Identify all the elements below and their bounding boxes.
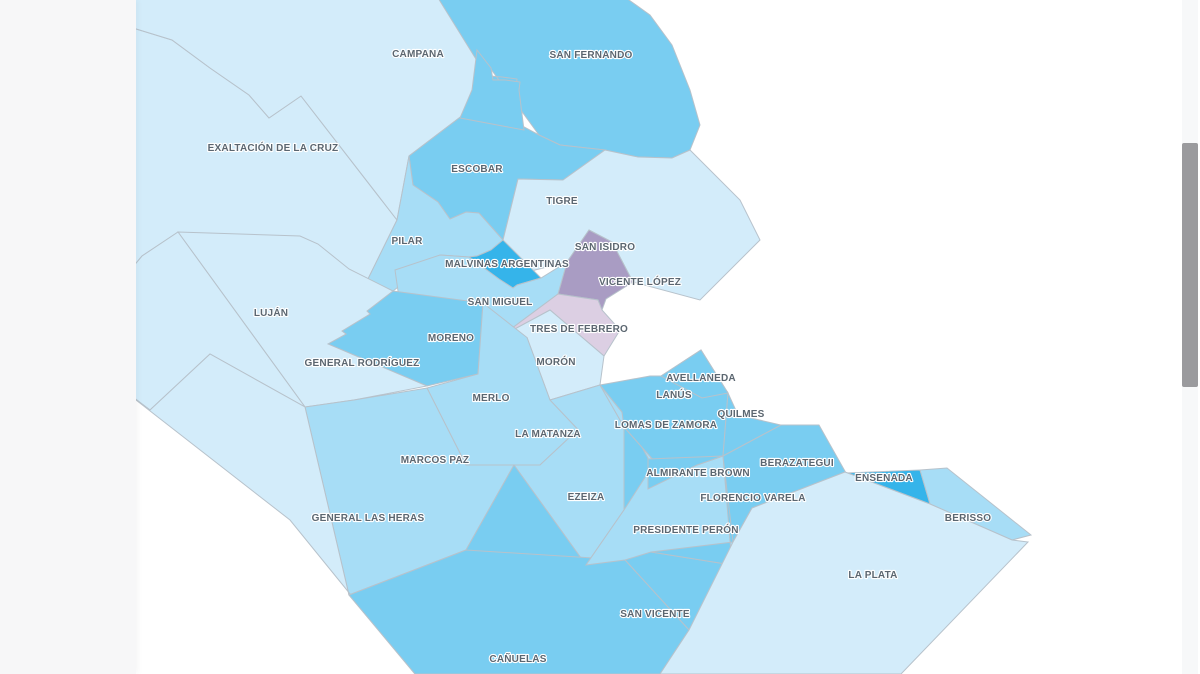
svg-text:GENERAL RODRÍGUEZ: GENERAL RODRÍGUEZ <box>305 356 420 369</box>
svg-text:EXALTACIÓN DE LA CRUZ: EXALTACIÓN DE LA CRUZ <box>208 141 339 154</box>
svg-text:ENSENADA: ENSENADA <box>855 473 913 484</box>
svg-text:PILAR: PILAR <box>392 236 424 247</box>
svg-text:VICENTE LÓPEZ: VICENTE LÓPEZ <box>599 275 681 288</box>
svg-text:MERLO: MERLO <box>472 393 509 404</box>
svg-text:AVELLANEDA: AVELLANEDA <box>666 373 736 384</box>
svg-text:PRESIDENTE PERÓN: PRESIDENTE PERÓN <box>633 523 738 536</box>
svg-text:CAMPANA: CAMPANA <box>392 49 444 60</box>
svg-text:BERAZATEGUI: BERAZATEGUI <box>760 458 834 469</box>
svg-text:SAN ISIDRO: SAN ISIDRO <box>575 242 635 253</box>
svg-text:SAN MIGUEL: SAN MIGUEL <box>468 297 533 308</box>
svg-text:SAN VICENTE: SAN VICENTE <box>620 609 690 620</box>
svg-text:GENERAL LAS HERAS: GENERAL LAS HERAS <box>312 513 425 524</box>
svg-text:CAÑUELAS: CAÑUELAS <box>489 652 546 665</box>
svg-text:MALVINAS ARGENTINAS: MALVINAS ARGENTINAS <box>445 259 569 270</box>
svg-text:TIGRE: TIGRE <box>546 196 578 207</box>
svg-text:MORENO: MORENO <box>428 333 474 344</box>
svg-text:ESCOBAR: ESCOBAR <box>451 164 503 175</box>
svg-text:TRES DE FEBRERO: TRES DE FEBRERO <box>530 324 628 335</box>
svg-text:FLORENCIO VARELA: FLORENCIO VARELA <box>700 493 805 504</box>
svg-text:QUILMES: QUILMES <box>718 409 765 420</box>
svg-text:MORÓN: MORÓN <box>536 355 575 368</box>
svg-text:LA PLATA: LA PLATA <box>848 570 897 581</box>
svg-text:EZEIZA: EZEIZA <box>568 492 605 503</box>
svg-text:LANÚS: LANÚS <box>656 388 692 401</box>
svg-text:BERISSO: BERISSO <box>945 513 991 524</box>
svg-text:LOMAS DE ZAMORA: LOMAS DE ZAMORA <box>615 420 717 431</box>
svg-text:ALMIRANTE BROWN: ALMIRANTE BROWN <box>646 468 750 479</box>
svg-text:SAN FERNANDO: SAN FERNANDO <box>550 50 633 61</box>
svg-text:LA MATANZA: LA MATANZA <box>515 429 581 440</box>
svg-text:LUJÁN: LUJÁN <box>254 306 288 319</box>
svg-text:MARCOS PAZ: MARCOS PAZ <box>401 455 469 466</box>
